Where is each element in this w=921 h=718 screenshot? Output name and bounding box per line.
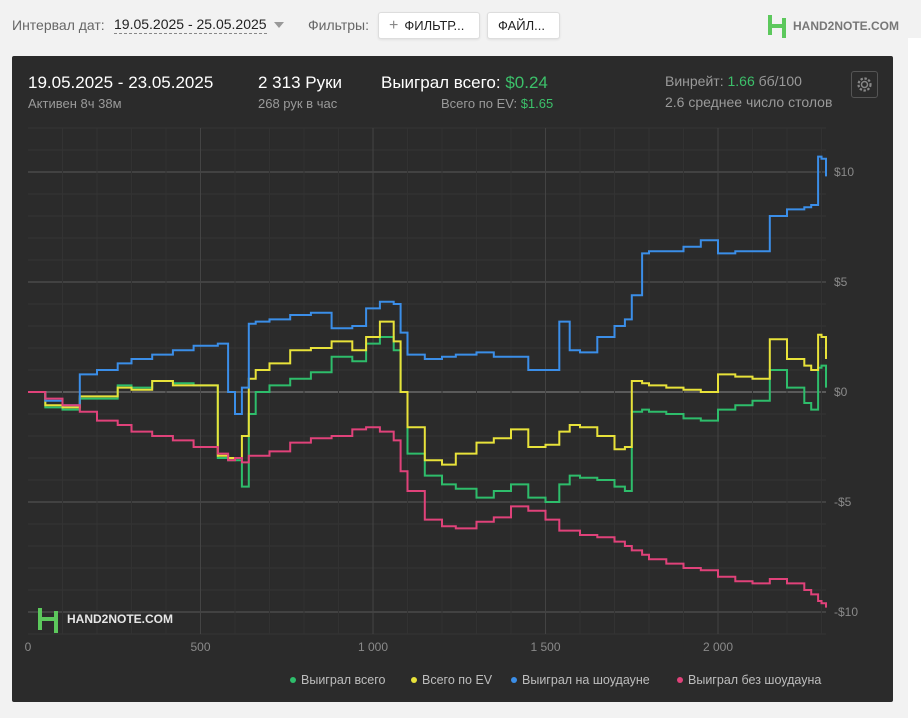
series-line-2 xyxy=(28,155,827,415)
file-button[interactable]: ФАЙЛ... xyxy=(487,12,560,39)
legend-item[interactable]: Выиграл без шоудауна xyxy=(688,673,821,687)
date-interval-picker[interactable]: 19.05.2025 - 25.05.2025 xyxy=(114,16,267,34)
legend-item[interactable]: Всего по EV xyxy=(422,673,493,687)
legend-marker xyxy=(290,677,296,683)
file-button-label: ФАЙЛ... xyxy=(498,18,545,33)
legend-marker xyxy=(677,677,683,683)
y-tick-label: -$10 xyxy=(834,605,858,619)
winrate: Винрейт: 1.66 бб/100 xyxy=(665,73,802,89)
watermark-text: HAND2NOTE.COM xyxy=(67,612,173,626)
x-tick-label: 1 500 xyxy=(530,640,560,654)
ev-total: Всего по EV: $1.65 xyxy=(441,96,553,111)
series-line-3 xyxy=(28,391,827,608)
side-panel-edge xyxy=(908,38,921,718)
series-line-0 xyxy=(28,336,827,503)
chevron-down-icon[interactable] xyxy=(274,22,284,28)
logo-icon xyxy=(768,15,786,38)
avg-tables: 2.6 среднее число столов xyxy=(665,94,833,110)
ev-total-value: $1.65 xyxy=(520,96,554,111)
ev-total-label: Всего по EV: xyxy=(441,96,518,111)
settings-button[interactable] xyxy=(851,71,878,98)
won-total-value: $0.24 xyxy=(505,73,548,92)
y-tick-label: $10 xyxy=(834,165,854,179)
gear-icon xyxy=(857,77,872,92)
winrate-unit: бб/100 xyxy=(758,73,802,89)
y-tick-label: $0 xyxy=(834,385,848,399)
date-interval-label: Интервал дат: xyxy=(12,17,105,33)
stats-panel: 19.05.2025 - 23.05.2025 Активен 8ч 38м 2… xyxy=(12,56,893,702)
x-tick-label: 500 xyxy=(190,640,210,654)
filters-label: Фильтры: xyxy=(308,17,369,33)
logo-text: HAND2NOTE.COM xyxy=(793,19,900,33)
legend-marker xyxy=(511,677,517,683)
top-toolbar: Интервал дат: 19.05.2025 - 25.05.2025 Фи… xyxy=(0,0,921,52)
legend-marker xyxy=(411,677,417,683)
date-range: 19.05.2025 - 23.05.2025 xyxy=(28,73,214,92)
series-line-1 xyxy=(28,320,827,466)
winrate-label: Винрейт: xyxy=(665,73,724,89)
hands-count: 2 313 Руки xyxy=(258,73,343,92)
x-tick-label: 2 000 xyxy=(703,640,733,654)
won-total: Выиграл всего: $0.24 xyxy=(381,73,548,93)
x-tick-label: 1 000 xyxy=(358,640,388,654)
y-tick-label: $5 xyxy=(834,275,848,289)
y-tick-label: -$5 xyxy=(834,495,852,509)
legend-item[interactable]: Выиграл на шоудауне xyxy=(522,673,650,687)
filters-button-label: ФИЛЬТР... xyxy=(404,18,465,33)
hand2note-logo[interactable]: HAND2NOTE.COM xyxy=(766,14,899,43)
winrate-value: 1.66 xyxy=(727,73,755,89)
legend-item[interactable]: Выиграл всего xyxy=(301,673,386,687)
plus-icon: + xyxy=(389,17,399,34)
hands-per-hour: 268 рук в час xyxy=(258,96,338,111)
chart-watermark: HAND2NOTE.COM xyxy=(38,608,173,633)
x-tick-label: 0 xyxy=(25,640,32,654)
won-total-label: Выиграл всего: xyxy=(381,73,501,92)
active-time: Активен 8ч 38м xyxy=(28,96,122,111)
filters-button[interactable]: + ФИЛЬТР... xyxy=(378,12,480,39)
